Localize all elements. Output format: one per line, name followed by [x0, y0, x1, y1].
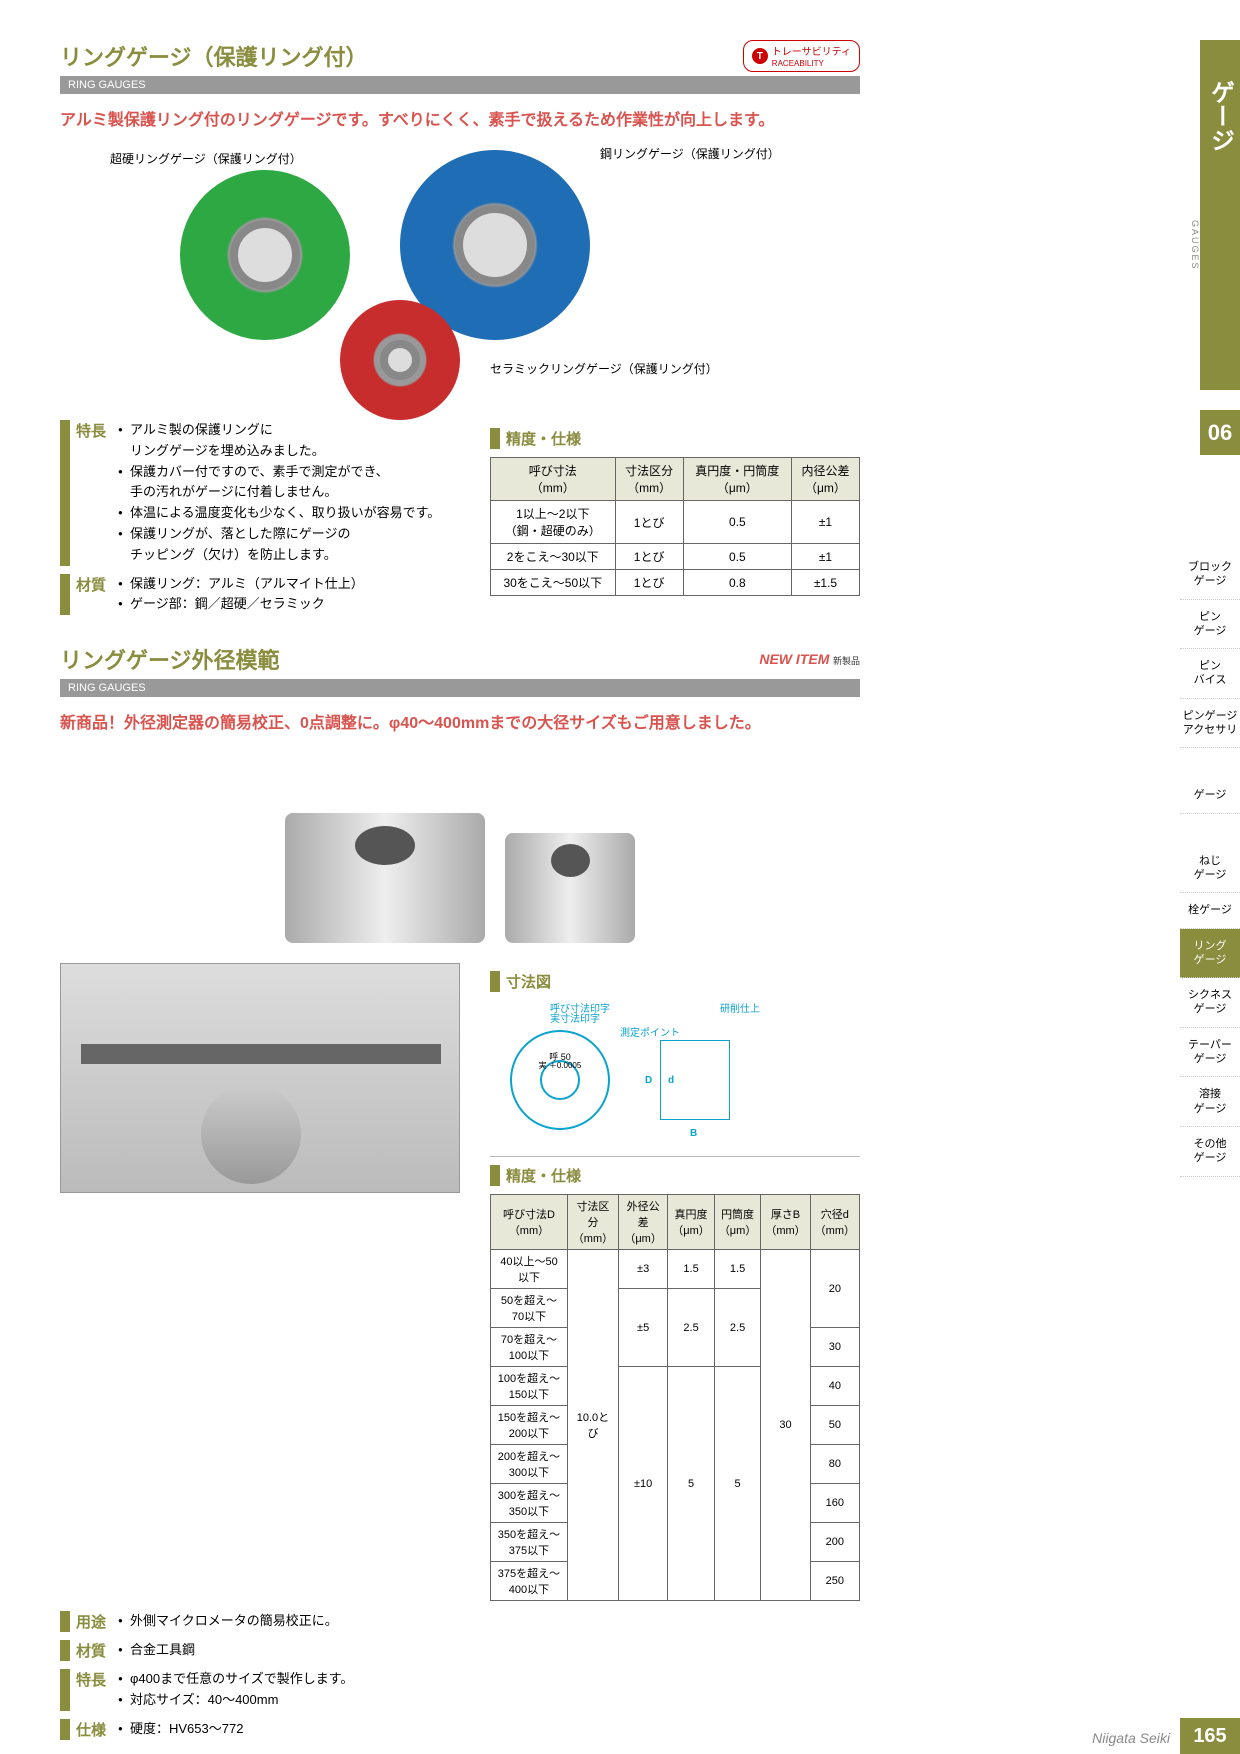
new-item-text: NEW ITEM: [759, 651, 829, 667]
sidebar-item[interactable]: 栓ゲージ: [1180, 893, 1240, 928]
sidebar-menu: ブロックゲージピンゲージピンバイスピンゲージアクセサリゲージねじゲージ栓ゲージリ…: [1180, 550, 1240, 1177]
product1-title: リングゲージ（保護リング付）: [60, 40, 368, 72]
sidebar-item[interactable]: テーパーゲージ: [1180, 1028, 1240, 1078]
cylinder-small: [505, 833, 635, 943]
sidebar-item[interactable]: ピンバイス: [1180, 649, 1240, 699]
traceability-jp: トレーサビリティ: [772, 47, 851, 58]
list-item: ゲージ部：鋼／超硬／セラミック: [118, 594, 470, 615]
list-item: アルミ製の保護リングにリングゲージを埋め込みました。: [118, 420, 470, 462]
product2-spec-heading: 精度・仕様: [490, 1165, 860, 1186]
ring-green-image: [180, 170, 350, 340]
product2-material-label: 材質: [60, 1640, 110, 1661]
product2-use-label: 用途: [60, 1611, 110, 1632]
new-item-badge: NEW ITEM 新製品: [759, 651, 860, 667]
side-category-en: GAUGES: [1190, 220, 1200, 271]
list-item: 硬度：HV653～772: [118, 1719, 470, 1740]
traceability-icon: T: [752, 48, 768, 64]
product2-subtitle: RING GAUGES: [60, 679, 860, 697]
product1-spec-table: 呼び寸法（mm）寸法区分（mm）真円度・円筒度（μm）内径公差（μm）1以上～2…: [490, 457, 860, 596]
product2-title: リングゲージ外径模範: [60, 643, 280, 675]
side-category-tab: ゲージ: [1200, 40, 1240, 390]
diag-actual: 実寸法印字: [550, 1010, 600, 1025]
product1-spec-heading: 精度・仕様: [490, 428, 860, 449]
diag-finish: 研削仕上: [720, 1000, 760, 1015]
product1-material-label: 材質: [60, 574, 110, 616]
dimension-diagram: 呼び寸法印字 実寸法印字 測定ポイント 研削仕上 呼 50 実 ＋0.0005 …: [490, 1000, 860, 1150]
chapter-number: 06: [1200, 410, 1240, 455]
sidebar-item[interactable]: ブロックゲージ: [1180, 550, 1240, 600]
list-item: 保護カバー付ですので、素手で測定ができ、手の汚れがゲージに付着しません。: [118, 462, 470, 504]
diag-d: d: [668, 1075, 674, 1086]
product2-materials-list: 合金工具鋼: [118, 1640, 470, 1661]
list-item: φ400まで任意のサイズで製作します。: [118, 1669, 470, 1690]
list-item: 保護リングが、落とした際にゲージのチッピング（欠け）を防止します。: [118, 524, 470, 566]
new-item-jp: 新製品: [833, 656, 860, 666]
traceability-en: RACEABILITY: [772, 59, 824, 68]
list-item: 対応サイズ：40～400mm: [118, 1690, 470, 1711]
sidebar-item[interactable]: ゲージ: [1180, 778, 1240, 813]
sidebar-item[interactable]: ねじゲージ: [1180, 844, 1240, 894]
product1-lead: アルミ製保護リング付のリングゲージです。すべりにくく、素手で扱えるため作業性が向…: [60, 106, 860, 130]
product2-uses-list: 外側マイクロメータの簡易校正に。: [118, 1611, 470, 1632]
diag-example2: 実 ＋0.0005: [539, 1060, 582, 1071]
list-item: 保護リング：アルミ（アルマイト仕上）: [118, 574, 470, 595]
company-name: Niigata Seiki: [1092, 1730, 1170, 1746]
sidebar-item[interactable]: ピンゲージ: [1180, 600, 1240, 650]
traceability-badge: T トレーサビリティRACEABILITY: [743, 40, 860, 72]
product2-spec-table: 呼び寸法D（mm）寸法区分（mm）外径公差（μm）真円度（μm）円筒度（μm）厚…: [490, 1194, 860, 1601]
product1-features-list: アルミ製の保護リングにリングゲージを埋め込みました。保護カバー付ですので、素手で…: [118, 420, 470, 566]
product1-subtitle: RING GAUGES: [60, 76, 860, 94]
ring-red-label: セラミックリングゲージ（保護リング付）: [490, 360, 718, 377]
cylinder-large: [285, 813, 485, 943]
sidebar-item[interactable]: シクネスゲージ: [1180, 978, 1240, 1028]
diag-B: B: [690, 1128, 697, 1139]
ring-green-label: 超硬リングゲージ（保護リング付）: [110, 150, 302, 167]
sidebar-item[interactable]: ピンゲージアクセサリ: [1180, 699, 1240, 749]
list-item: 合金工具鋼: [118, 1640, 470, 1661]
product2-spec-label: 仕様: [60, 1719, 110, 1740]
side-category-text: ゲージ: [1203, 80, 1238, 152]
diag-D: D: [645, 1075, 652, 1086]
ring-red-image: [340, 300, 460, 420]
product2-specs-list: 硬度：HV653～772: [118, 1719, 470, 1740]
sidebar-item[interactable]: 溶接ゲージ: [1180, 1077, 1240, 1127]
caliper-photo: [60, 963, 460, 1193]
sidebar-item[interactable]: リングゲージ: [1180, 929, 1240, 979]
list-item: 体温による温度変化も少なく、取り扱いが容易です。: [118, 503, 470, 524]
page-number: 165: [1180, 1718, 1240, 1754]
product2-features-list: φ400まで任意のサイズで製作します。対応サイズ：40～400mm: [118, 1669, 470, 1711]
ring-blue-label: 鋼リングゲージ（保護リング付）: [600, 145, 780, 162]
list-item: 外側マイクロメータの簡易校正に。: [118, 1611, 470, 1632]
product2-image-area: [60, 743, 860, 963]
diag-point: 測定ポイント: [620, 1024, 680, 1039]
product2-diagram-heading: 寸法図: [490, 971, 860, 992]
product1-image-area: 超硬リングゲージ（保護リング付） 鋼リングゲージ（保護リング付） セラミックリン…: [60, 140, 860, 420]
product1-features-label: 特長: [60, 420, 110, 566]
product2-features-label: 特長: [60, 1669, 110, 1711]
sidebar-item[interactable]: その他ゲージ: [1180, 1127, 1240, 1177]
product2-lead: 新商品！外径測定器の簡易校正、0点調整に。φ40～400mmまでの大径サイズもご…: [60, 709, 860, 733]
product1-materials-list: 保護リング：アルミ（アルマイト仕上）ゲージ部：鋼／超硬／セラミック: [118, 574, 470, 616]
